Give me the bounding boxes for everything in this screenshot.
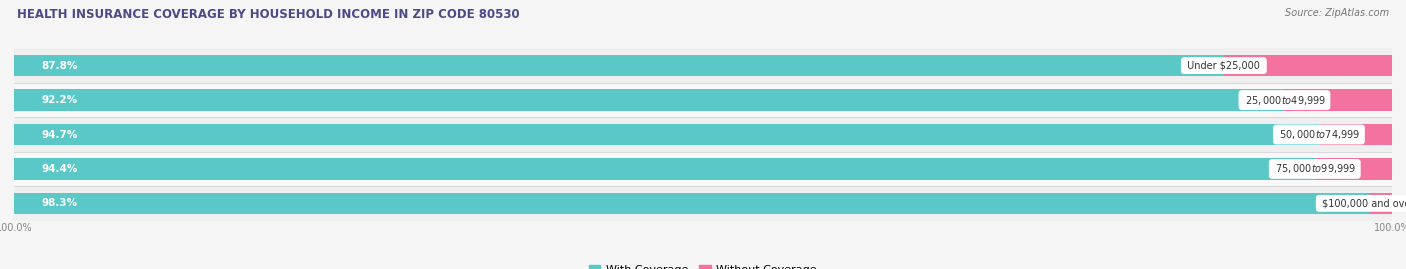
Text: 92.2%: 92.2%: [42, 95, 77, 105]
Text: $50,000 to $74,999: $50,000 to $74,999: [1277, 128, 1361, 141]
Bar: [14, 48, 1392, 83]
Bar: [14, 193, 1368, 214]
Bar: [14, 55, 1223, 76]
Text: $75,000 to $99,999: $75,000 to $99,999: [1272, 162, 1357, 175]
Bar: [1315, 158, 1392, 180]
Bar: [14, 117, 1392, 152]
Bar: [14, 152, 1392, 186]
Text: Under $25,000: Under $25,000: [1184, 61, 1264, 71]
Text: 98.3%: 98.3%: [42, 198, 77, 208]
Bar: [1368, 193, 1392, 214]
Bar: [14, 124, 1319, 145]
Legend: With Coverage, Without Coverage: With Coverage, Without Coverage: [589, 265, 817, 269]
Bar: [14, 83, 1392, 117]
Text: HEALTH INSURANCE COVERAGE BY HOUSEHOLD INCOME IN ZIP CODE 80530: HEALTH INSURANCE COVERAGE BY HOUSEHOLD I…: [17, 8, 519, 21]
Bar: [1223, 55, 1392, 76]
Text: Source: ZipAtlas.com: Source: ZipAtlas.com: [1285, 8, 1389, 18]
Text: 94.4%: 94.4%: [42, 164, 77, 174]
Bar: [1285, 89, 1392, 111]
Bar: [1319, 124, 1392, 145]
Text: 87.8%: 87.8%: [42, 61, 77, 71]
Bar: [14, 158, 1315, 180]
Bar: [14, 89, 1285, 111]
Text: $25,000 to $49,999: $25,000 to $49,999: [1241, 94, 1327, 107]
Bar: [14, 186, 1392, 221]
Text: $100,000 and over: $100,000 and over: [1319, 198, 1406, 208]
Text: 94.7%: 94.7%: [42, 129, 77, 140]
